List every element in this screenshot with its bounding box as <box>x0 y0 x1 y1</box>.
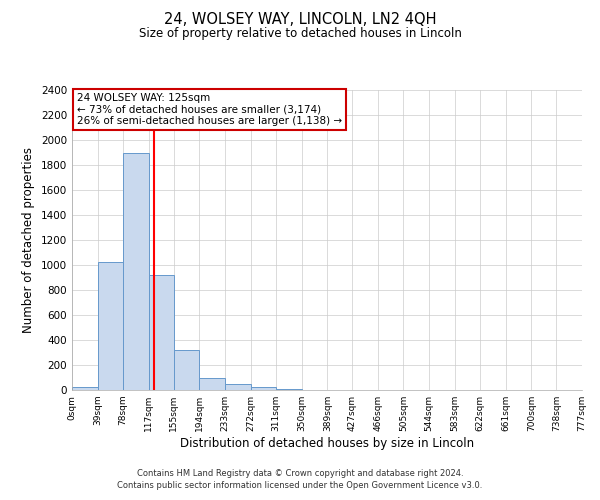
Bar <box>225 384 251 390</box>
Text: Contains public sector information licensed under the Open Government Licence v3: Contains public sector information licen… <box>118 481 482 490</box>
Bar <box>149 275 174 390</box>
Bar <box>174 350 199 390</box>
Text: Size of property relative to detached houses in Lincoln: Size of property relative to detached ho… <box>139 28 461 40</box>
Text: Contains HM Land Registry data © Crown copyright and database right 2024.: Contains HM Land Registry data © Crown c… <box>137 468 463 477</box>
Text: 24, WOLSEY WAY, LINCOLN, LN2 4QH: 24, WOLSEY WAY, LINCOLN, LN2 4QH <box>164 12 436 28</box>
Bar <box>123 152 149 390</box>
Bar <box>276 389 302 390</box>
Bar <box>98 262 123 390</box>
Bar <box>199 378 225 390</box>
Text: 24 WOLSEY WAY: 125sqm
← 73% of detached houses are smaller (3,174)
26% of semi-d: 24 WOLSEY WAY: 125sqm ← 73% of detached … <box>77 93 342 126</box>
Y-axis label: Number of detached properties: Number of detached properties <box>22 147 35 333</box>
Bar <box>251 387 276 390</box>
X-axis label: Distribution of detached houses by size in Lincoln: Distribution of detached houses by size … <box>180 437 474 450</box>
Bar <box>72 387 98 390</box>
